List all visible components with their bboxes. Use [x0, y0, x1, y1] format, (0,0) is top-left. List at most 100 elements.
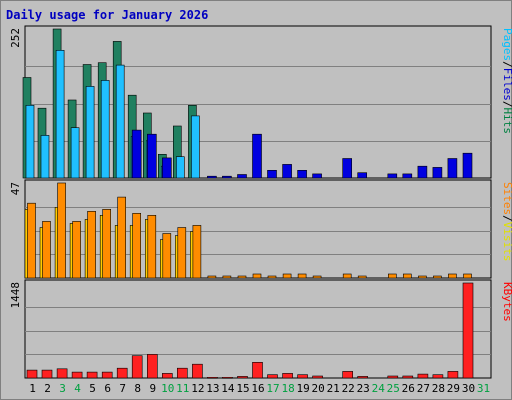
panel-max-label: 1448	[9, 282, 22, 309]
bar-sites-day-8	[132, 213, 141, 279]
bar-sites-day-9	[147, 215, 157, 279]
x-tick-label-day-3: 3	[59, 382, 66, 395]
bar-sites-day-13	[207, 275, 217, 279]
x-tick-label-day-17: 17	[266, 382, 279, 395]
bar-sites-day-3	[57, 182, 66, 279]
legend-item-separator: /	[501, 101, 512, 108]
x-tick-label-day-16: 16	[251, 382, 264, 395]
x-tick-label-day-29: 29	[447, 382, 460, 395]
x-tick-label-day-21: 21	[327, 382, 340, 395]
bar-kbytes-day-17	[267, 374, 278, 379]
x-tick-label-day-18: 18	[281, 382, 294, 395]
bar-kbytes-day-9	[147, 354, 158, 379]
x-tick-label-day-30: 30	[462, 382, 475, 395]
bar-kbytes-day-28	[432, 374, 444, 379]
bar-pages-day-3	[55, 49, 65, 179]
x-tick-label-day-8: 8	[134, 382, 141, 395]
bar-pages-day-11	[176, 156, 185, 179]
x-tick-label-day-10: 10	[161, 382, 174, 395]
bar-sites-day-20	[312, 275, 322, 279]
bar-kbytes-day-15	[237, 376, 248, 379]
bar-kbytes-day-8	[131, 355, 143, 379]
bar-sites-day-18	[282, 273, 292, 279]
x-tick-label-day-31: 31	[477, 382, 490, 395]
x-tick-label-day-28: 28	[432, 382, 445, 395]
bar-files-day-26	[402, 173, 413, 179]
panel-max-label: 252	[9, 28, 22, 48]
x-tick-label-day-5: 5	[89, 382, 96, 395]
bar-kbytes-day-23	[357, 376, 369, 379]
bar-kbytes-day-18	[282, 373, 293, 379]
bar-kbytes-day-14	[222, 376, 233, 379]
x-tick-label-day-6: 6	[104, 382, 111, 395]
bar-files-day-30	[462, 152, 473, 179]
legend-item-kbytes: KBytes	[501, 282, 512, 322]
x-tick-label-day-12: 12	[191, 382, 204, 395]
bar-files-day-15	[237, 174, 247, 179]
x-tick-label-day-11: 11	[176, 382, 189, 395]
bar-kbytes-day-4	[71, 371, 83, 379]
bar-sites-day-7	[117, 196, 126, 279]
bar-files-day-16	[252, 133, 262, 179]
bar-files-day-19	[297, 170, 307, 179]
x-axis-labels: 1 2 3 4 5 6 7 8 9 10 11 12 13 14 15 16 17 18 19 20 21 22 23 24 2…	[29, 382, 490, 395]
bar-sites-day-14	[222, 275, 232, 279]
legend-item-separator: /	[501, 61, 512, 68]
bar-pages-day-7	[115, 64, 125, 179]
bar-sites-day-19	[297, 273, 307, 279]
bar-sites-day-10	[162, 233, 172, 279]
bar-files-day-25	[387, 173, 398, 179]
panel-visits-sites: 47 Sites/Visits	[9, 179, 512, 279]
panel-frame	[24, 279, 492, 379]
x-tick-label-day-26: 26	[402, 382, 415, 395]
bar-kbytes-day-27	[417, 373, 429, 379]
bar-kbytes-day-30	[462, 282, 474, 379]
bar-pages-day-1	[25, 105, 35, 179]
bar-files-day-17	[267, 170, 277, 179]
legend-item-separator: /	[501, 215, 512, 222]
x-tick-label-day-25: 25	[387, 382, 400, 395]
panel-max-label: 47	[9, 182, 22, 195]
bar-kbytes-day-22	[342, 371, 354, 379]
bar-kbytes-day-19	[297, 374, 308, 379]
bar-sites-day-1	[27, 202, 36, 279]
x-tick-label-day-1: 1	[29, 382, 36, 395]
chart-title: Daily usage for January 2026	[6, 8, 208, 22]
bar-sites-day-25	[387, 273, 397, 279]
bar-sites-day-29	[448, 273, 457, 279]
bar-kbytes-day-1	[26, 369, 38, 379]
bar-sites-day-15	[237, 275, 247, 279]
bar-kbytes-day-2	[41, 369, 53, 379]
bar-files-day-23	[357, 172, 368, 179]
bar-files-day-13	[207, 175, 217, 179]
bar-kbytes-day-20	[312, 375, 323, 379]
bar-kbytes-day-10	[162, 373, 173, 379]
legend-item-sites: Sites	[501, 182, 512, 215]
x-tick-label-day-23: 23	[357, 382, 370, 395]
x-tick-label-day-4: 4	[74, 382, 81, 395]
bar-kbytes-day-13	[207, 376, 218, 379]
bar-files-day-29	[447, 158, 458, 179]
chart-panels: 252Pages/Files/Hits47Sites/Visits1448KBy…	[9, 25, 512, 379]
x-tick-label-day-13: 13	[206, 382, 219, 395]
bar-sites-day-22	[342, 273, 352, 279]
legend-item-visits: Visits	[501, 222, 512, 262]
bar-pages-day-2	[40, 135, 50, 179]
bar-sites-day-12	[192, 225, 202, 279]
panel-legend: Sites/Visits	[501, 182, 512, 262]
bar-kbytes-day-29	[447, 371, 459, 379]
bar-files-day-27	[417, 165, 428, 179]
bar-kbytes-day-25	[387, 375, 399, 379]
bar-files-day-8	[131, 129, 142, 179]
bar-sites-day-23	[357, 275, 367, 279]
bar-files-day-9	[147, 133, 157, 179]
bar-sites-day-4	[72, 221, 81, 279]
x-tick-label-day-22: 22	[342, 382, 355, 395]
bar-sites-day-2	[42, 221, 51, 279]
bar-kbytes-day-26	[402, 375, 414, 379]
bar-files-day-28	[432, 167, 443, 179]
x-tick-label-day-15: 15	[236, 382, 249, 395]
